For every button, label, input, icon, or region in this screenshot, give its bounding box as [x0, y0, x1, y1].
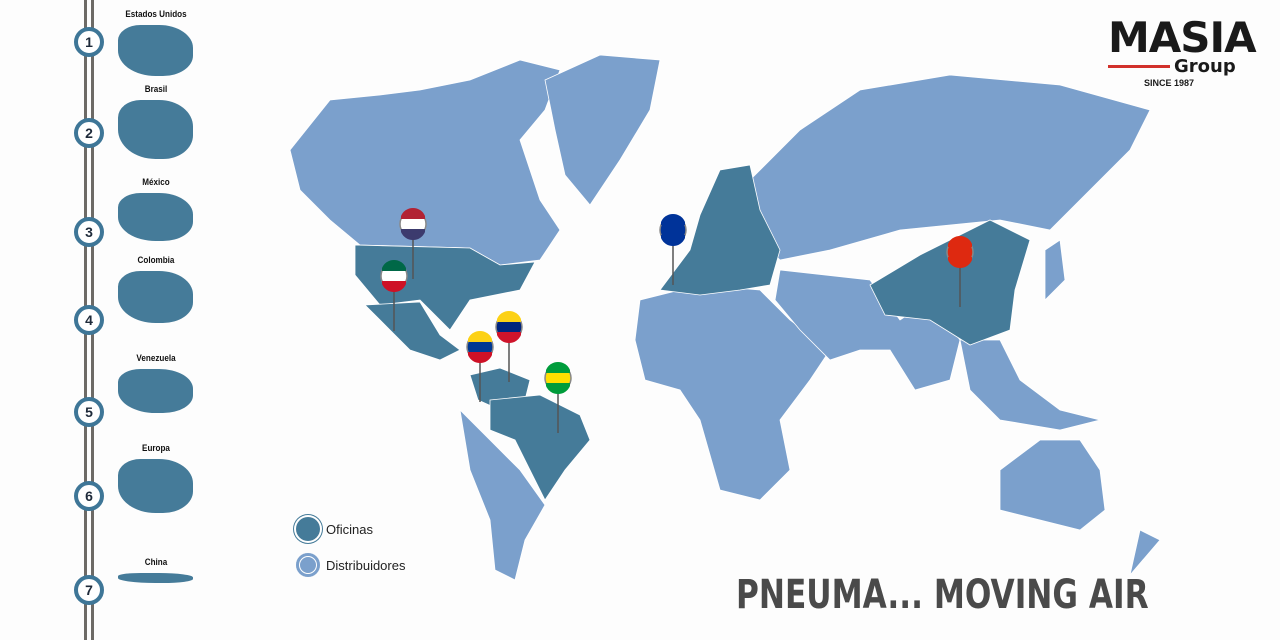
logo-since: SINCE 1987	[1144, 78, 1195, 88]
step-badge: 5	[74, 397, 104, 427]
step-badge: 6	[74, 481, 104, 511]
new-zealand	[1129, 529, 1161, 576]
step-badge: 2	[74, 118, 104, 148]
legend-distributors-label: Distribuidores	[326, 557, 406, 573]
distributor-swatch-icon	[296, 553, 320, 577]
legend-distributors: Distribuidores	[296, 553, 405, 577]
step-badge: 3	[74, 217, 104, 247]
flag-pin[interactable]	[659, 214, 687, 285]
southeast-asia	[959, 339, 1101, 431]
logo-name: MASIA	[1108, 13, 1257, 62]
greenland	[544, 54, 661, 206]
country-silhouette	[118, 193, 193, 241]
russia-asia	[749, 74, 1151, 261]
country-silhouette	[118, 25, 193, 76]
country-label: China	[144, 557, 168, 567]
masia-group-logo: MASIA Group SINCE 1987	[1108, 13, 1257, 88]
country-silhouette	[118, 573, 193, 583]
country-label: Venezuela	[136, 353, 176, 363]
logo-group: Group	[1174, 56, 1236, 77]
africa	[634, 284, 831, 501]
flag-pin[interactable]	[946, 236, 974, 307]
country-silhouette	[118, 100, 193, 159]
brazil	[489, 394, 591, 501]
mexico	[364, 301, 461, 361]
flag-pin[interactable]	[544, 361, 572, 433]
distributor-regions	[289, 54, 1161, 581]
country-silhouette	[118, 459, 193, 513]
flag-pin[interactable]	[495, 311, 523, 382]
logo-red-bar	[1108, 65, 1170, 68]
step-badge: 1	[74, 27, 104, 57]
country-silhouette	[118, 369, 193, 413]
country-label: Estados Unidos	[125, 9, 187, 19]
country-label: Europa	[142, 443, 170, 453]
country-label: México	[142, 177, 170, 187]
office-swatch-icon	[296, 517, 320, 541]
country-silhouette	[118, 271, 193, 323]
australia	[999, 439, 1106, 531]
legend-offices-label: Oficinas	[326, 521, 373, 537]
tagline: PNEUMA... MOVING AIR	[736, 572, 1149, 618]
middle-east-india	[774, 269, 961, 391]
flag-pin[interactable]	[380, 260, 408, 331]
flag-pin[interactable]	[399, 207, 427, 279]
canada	[289, 59, 561, 266]
step-badge: 7	[74, 575, 104, 605]
south-america-rest	[459, 408, 546, 581]
europe	[659, 164, 781, 296]
japan	[1044, 239, 1066, 301]
country-label: Brasil	[144, 84, 168, 94]
country-label: Colombia	[137, 255, 175, 265]
step-badge: 4	[74, 305, 104, 335]
flag-pin[interactable]	[466, 330, 494, 402]
legend-offices: Oficinas	[296, 517, 373, 541]
